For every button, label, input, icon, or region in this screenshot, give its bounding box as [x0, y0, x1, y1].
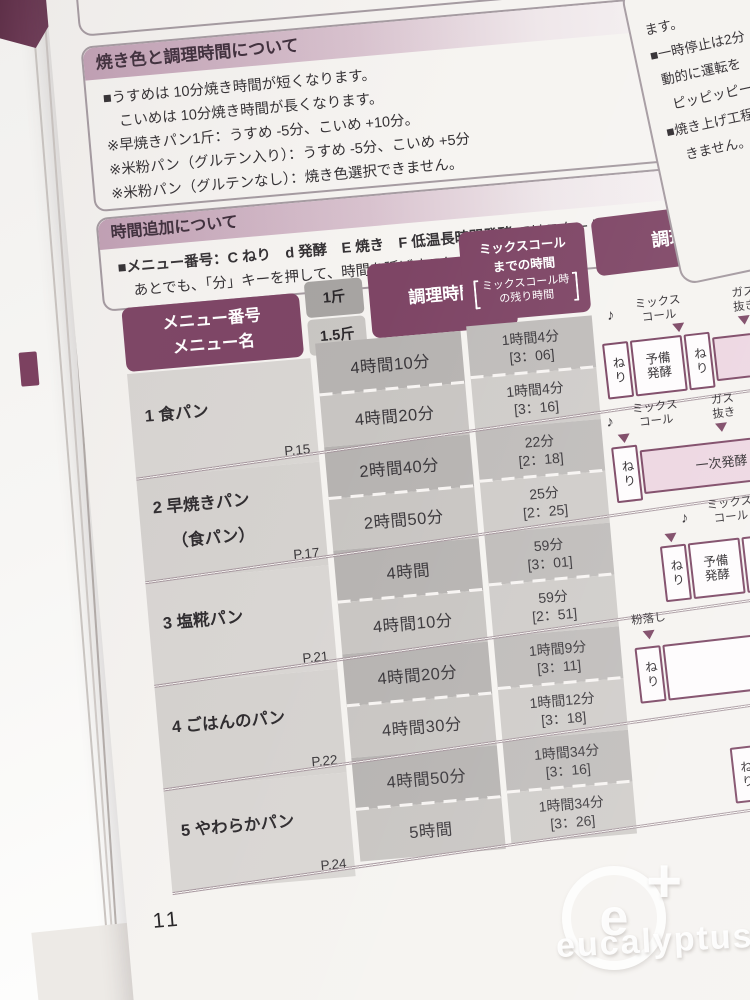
mixcall-remaining: [3：16]	[545, 760, 592, 781]
step-knead: ねり	[683, 331, 716, 391]
step-preferment-2: 発酵	[704, 566, 731, 584]
step-knead: ねり	[601, 341, 635, 400]
menu-name: 5 やわらかパン	[180, 812, 296, 841]
arrow-down-icon	[642, 629, 656, 641]
header-mixcall-remaining: ミックスコール時 の残り時間	[478, 272, 574, 309]
music-note-icon: ♪	[679, 509, 690, 528]
step-preferment: 予備 発酵	[687, 537, 746, 600]
step-knead: ねり	[659, 543, 693, 603]
step-knead: ねり	[634, 645, 667, 704]
mixcall-remaining: [3：01]	[526, 553, 574, 573]
header-mixcall: ミックスコール までの時間 ミックスコール時 の残り時間	[457, 221, 592, 323]
menu-name: 1 食パン	[144, 402, 210, 426]
step-box-cut	[662, 633, 750, 701]
menu-name: 4 ごはんのパン	[171, 708, 286, 737]
manual-page: ミッ ※ミックスコール スタート後に1斤/1.5 もう一度1斤/1.5斤切替キー…	[40, 0, 750, 1000]
watermark-logo-letter: e	[599, 889, 629, 947]
arrow-down-icon	[617, 433, 631, 444]
mixcall-remaining: [3：16]	[513, 397, 560, 418]
arrow-down-icon	[672, 322, 686, 333]
gas-label-2: 抜き	[711, 406, 737, 422]
menu-row-shiokoji: 3 塩糀パン P.21	[145, 565, 338, 685]
gas-label: ガス 抜き	[702, 390, 745, 423]
mixcall-remaining: [3：11]	[536, 656, 582, 677]
underlying-page-print-fragment	[18, 351, 40, 387]
mixcall-label: ミックス コール	[619, 291, 698, 328]
menu-name: 3 塩糀パン	[162, 607, 245, 633]
menu-row-hayayaki: 2 早焼きパン （食パン） P.17	[136, 461, 329, 582]
loaf-1: 1斤	[303, 277, 365, 319]
menu-name-line2: （食パン）	[171, 525, 256, 551]
page-number: 11	[151, 907, 182, 933]
step-first-rise: 一次発酵	[639, 432, 750, 495]
arrow-down-icon	[715, 422, 728, 433]
mixcall-remaining: [3：26]	[549, 812, 596, 832]
watermark-plus: +	[646, 847, 683, 916]
note-line-again: もう一度1斤/1.5斤切替キー	[119, 0, 297, 2]
mixcall-remaining: [3：06]	[508, 345, 556, 366]
menu-name: 2 早焼きパン	[152, 490, 251, 518]
mixcall-remaining: [2：18]	[517, 449, 565, 470]
arrow-down-icon	[737, 315, 750, 326]
mixcall-remaining: [2：25]	[522, 501, 569, 522]
music-note-icon: ♪	[605, 306, 616, 325]
cook-time-value: 5時間	[408, 820, 454, 843]
mixcall-remaining: [2：51]	[531, 604, 578, 625]
gas-label: ガス 抜き	[722, 283, 750, 316]
menu-row-gohan: 4 ごはんのパン P.22	[154, 668, 347, 789]
menu-row-yawaraka: 5 やわらかパン P.24	[163, 772, 356, 893]
cook-time-cell: 5時間	[355, 795, 506, 862]
watermark-logo-circle: e	[562, 866, 666, 970]
arrow-down-icon	[664, 532, 678, 543]
step-preferment-2: 発酵	[646, 364, 673, 381]
step-knead: ねり	[611, 444, 644, 504]
menu-row-shokupan: 1 食パン P.15	[127, 358, 320, 478]
step-knead: ねり	[729, 745, 750, 804]
kona-label: 粉落し	[630, 611, 667, 628]
mixcall-remaining: [3：18]	[540, 708, 587, 729]
step-first-rise: 一次発酵	[711, 322, 750, 382]
step-preferment: 予備 発酵	[629, 334, 688, 397]
music-note-icon: ♪	[605, 413, 615, 431]
